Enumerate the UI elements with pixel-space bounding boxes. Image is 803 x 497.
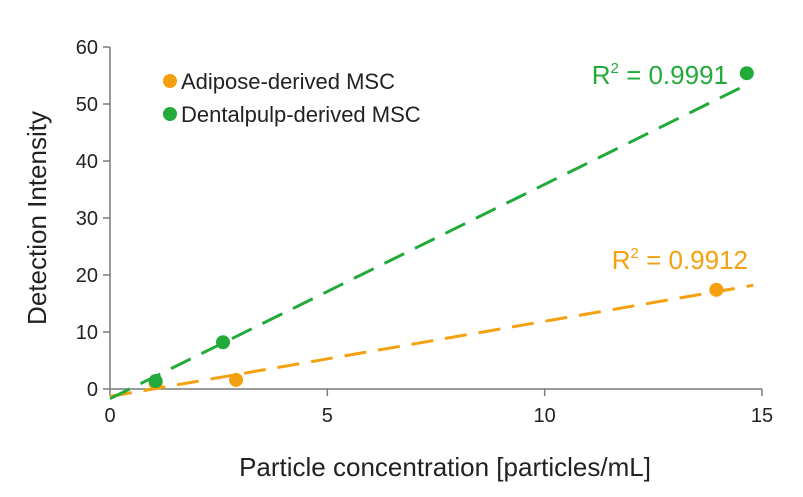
x-axis-title: Particle concentration [particles/mL] [239,452,651,482]
r2-value: = 0.9991 [619,60,728,90]
data-point-dentalpulp [148,374,163,389]
y-tick-label: 30 [76,208,98,230]
r2-superscript: 2 [631,245,639,262]
legend-marker-adipose [163,74,177,88]
y-tick-label: 60 [76,37,98,59]
r2-symbol: R [612,245,631,275]
data-point-dentalpulp [216,335,231,350]
y-tick-label: 0 [87,379,98,401]
trendline-adipose [109,283,754,398]
r2-annotation-dentalpulp: R2 = 0.9991 [592,60,728,90]
x-tick-label: 10 [534,405,556,427]
data-point-adipose [229,372,244,387]
legend: Adipose-derived MSC Dentalpulp-derived M… [163,69,421,127]
x-tick-label: 5 [322,405,333,427]
r2-value: = 0.9912 [639,245,748,275]
data-point-dentalpulp [739,66,754,81]
r2-superscript: 2 [611,60,619,77]
y-tick-label: 10 [76,322,98,344]
y-tick-label: 40 [76,151,98,173]
trendline-dentalpulp [109,84,746,401]
y-tick-label: 20 [76,265,98,287]
x-ticks: 0 5 10 15 [104,389,773,427]
y-tick-label: 50 [76,94,98,116]
data-points [148,66,754,391]
legend-label-adipose: Adipose-derived MSC [181,69,395,94]
axes: 0 10 20 30 40 50 60 0 5 10 15 [76,37,773,427]
legend-item-dentalpulp: Dentalpulp-derived MSC [163,102,421,127]
legend-marker-dentalpulp [163,107,177,121]
legend-item-adipose: Adipose-derived MSC [163,69,395,94]
x-tick-label: 15 [751,405,773,427]
y-axis-title: Detection Intensity [22,111,52,325]
y-ticks: 0 10 20 30 40 50 60 [76,37,110,401]
trendlines [109,84,754,401]
r2-annotation-adipose: R2 = 0.9912 [612,245,748,275]
x-tick-label: 0 [104,405,115,427]
legend-label-dentalpulp: Dentalpulp-derived MSC [181,102,421,127]
data-point-adipose [709,282,724,297]
r2-symbol: R [592,60,611,90]
